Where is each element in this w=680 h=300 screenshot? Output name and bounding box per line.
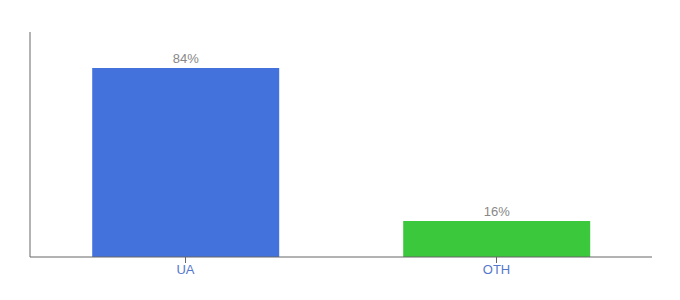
svg-text:16%: 16% <box>484 204 510 219</box>
svg-text:84%: 84% <box>173 51 199 66</box>
svg-text:OTH: OTH <box>483 262 510 277</box>
svg-text:UA: UA <box>176 262 194 277</box>
